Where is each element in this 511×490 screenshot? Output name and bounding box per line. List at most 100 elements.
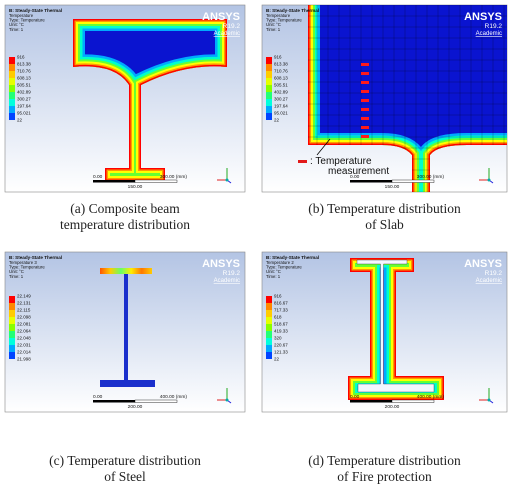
scale-mid: 200.00 (128, 404, 143, 410)
scale-bar (350, 180, 392, 183)
legend-swatch (9, 85, 15, 92)
legend-label: 22.014 (17, 350, 31, 355)
legend-label: 121.33 (274, 350, 288, 355)
legend-swatch (9, 310, 15, 317)
legend-label: 419.33 (274, 329, 288, 334)
legend-swatch (9, 296, 15, 303)
measurement-marker (361, 135, 369, 138)
logo-license: Academic (476, 31, 502, 37)
caption: (b) Temperature distribution (308, 201, 461, 216)
legend-swatch (9, 64, 15, 71)
legend-swatch (266, 303, 272, 310)
scale-bar (350, 400, 392, 403)
legend-swatch (266, 92, 272, 99)
legend-swatch (266, 296, 272, 303)
header-line: Time: 1 (266, 27, 281, 32)
legend-label: 22 (17, 118, 23, 123)
legend-label: 95.021 (17, 111, 31, 116)
legend-label: 300.27 (274, 97, 288, 102)
legend-swatch (9, 352, 15, 359)
logo-brand: ANSYS (464, 258, 502, 270)
measurement-marker (361, 81, 369, 84)
scale-bar (93, 400, 135, 403)
legend-label: 21.998 (17, 357, 31, 362)
scale-mid: 150.00 (385, 184, 400, 190)
legend-label: 22 (274, 357, 280, 362)
legend-label: 505.51 (17, 83, 31, 88)
logo-license: Academic (214, 278, 240, 284)
legend-label: 197.64 (17, 104, 31, 109)
legend-label: 22.081 (17, 322, 31, 327)
bottom-flange (100, 380, 155, 387)
caption: of Fire protection (337, 469, 432, 484)
caption: of Steel (104, 469, 146, 484)
caption: (c) Temperature distribution (49, 453, 201, 468)
legend-label: 518.67 (274, 322, 288, 327)
legend-label: 402.89 (274, 90, 288, 95)
legend-label: 710.76 (274, 69, 288, 74)
legend-label: 22.149 (17, 294, 31, 299)
legend-label: 22.064 (17, 329, 31, 334)
logo-version: R19.2 (485, 270, 503, 277)
web (124, 274, 128, 380)
legend-label: 22.115 (17, 308, 31, 313)
header-line: Time: 1 (266, 274, 281, 279)
legend-label: 717.33 (274, 308, 288, 313)
legend-swatch (9, 338, 15, 345)
scale-start: 0.00 (93, 394, 103, 400)
scale-end: 400.00 (mm) (417, 394, 445, 400)
legend-label: 22.048 (17, 336, 31, 341)
legend-swatch (266, 331, 272, 338)
logo-brand: ANSYS (202, 258, 240, 270)
triad-origin (226, 179, 229, 182)
legend-label: 813.38 (274, 62, 288, 67)
legend-swatch (266, 57, 272, 64)
legend-swatch (266, 345, 272, 352)
legend-swatch (266, 71, 272, 78)
legend-label: 22 (274, 118, 280, 123)
scale-mid: 200.00 (385, 404, 400, 410)
scale-bar (93, 180, 135, 183)
legend-label: 608.13 (17, 76, 31, 81)
scale-start: 0.00 (350, 174, 360, 180)
header-line: Time: 1 (9, 27, 24, 32)
panel: B: Steady-State ThermalTemperatureType: … (5, 5, 245, 192)
legend-swatch (9, 92, 15, 99)
legend-label: 505.51 (274, 83, 288, 88)
measurement-marker (361, 63, 369, 66)
measurement-marker (361, 99, 369, 102)
logo-license: Academic (476, 278, 502, 284)
figure: B: Steady-State ThermalTemperatureType: … (0, 0, 511, 490)
scale-start: 0.00 (93, 174, 103, 180)
legend-label: 402.89 (17, 90, 31, 95)
legend-swatch (266, 324, 272, 331)
legend-swatch (266, 310, 272, 317)
legend-swatch (9, 106, 15, 113)
scale-bar (392, 400, 434, 403)
logo-license: Academic (214, 31, 240, 37)
logo-version: R19.2 (223, 23, 241, 30)
legend-label: 320 (274, 336, 282, 341)
legend-label: 22.031 (17, 343, 31, 348)
legend-swatch (266, 78, 272, 85)
legend-swatch (266, 85, 272, 92)
caption: temperature distribution (60, 217, 190, 232)
legend-swatch (266, 113, 272, 120)
legend-label: 710.76 (17, 69, 31, 74)
legend-swatch (9, 57, 15, 64)
caption: (d) Temperature distribution (308, 453, 461, 468)
measurement-marker (361, 117, 369, 120)
legend-swatch (266, 352, 272, 359)
annotation-marker (298, 160, 307, 163)
scale-end: 300.00 (mm) (160, 174, 188, 180)
legend-label: 300.27 (17, 97, 31, 102)
legend-swatch (9, 71, 15, 78)
legend-swatch (9, 331, 15, 338)
legend-swatch (9, 303, 15, 310)
logo-version: R19.2 (485, 23, 503, 30)
legend-label: 220.67 (274, 343, 288, 348)
logo-brand: ANSYS (464, 11, 502, 23)
scale-start: 0.00 (350, 394, 360, 400)
legend-swatch (266, 106, 272, 113)
